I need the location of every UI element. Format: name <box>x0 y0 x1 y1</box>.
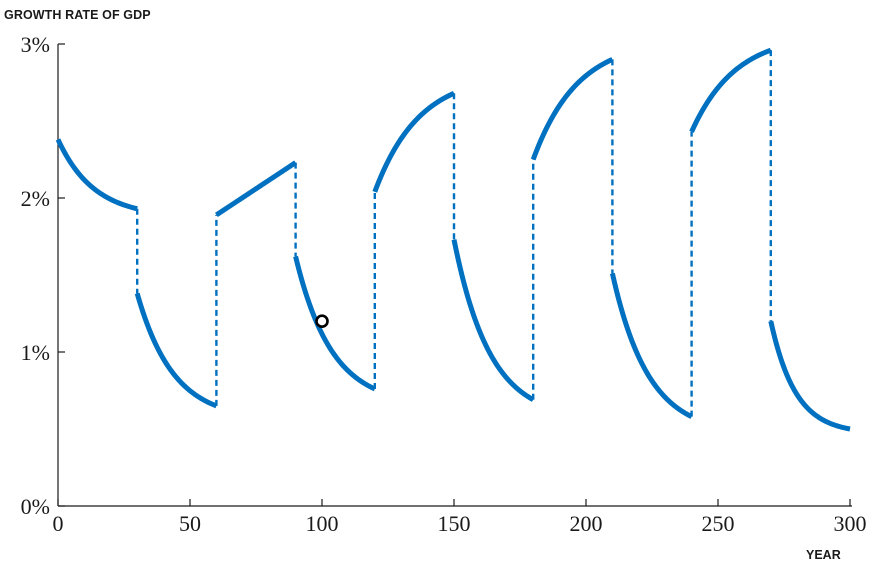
series-segment <box>55 138 138 212</box>
y-tick-label: 0% <box>21 494 50 519</box>
x-tick-label: 0 <box>53 511 64 536</box>
y-tick-label: 3% <box>21 32 50 57</box>
highlight-point-marker <box>315 314 329 329</box>
y-tick-label: 2% <box>21 186 50 211</box>
series-segment <box>134 292 218 409</box>
series-segment <box>372 91 456 193</box>
series-segment <box>530 57 614 161</box>
x-tick-label: 50 <box>179 511 201 536</box>
series-segment <box>451 239 535 402</box>
series-segment <box>215 160 297 218</box>
y-axis-title: GROWTH RATE OF GDP <box>4 8 151 22</box>
x-tick-label: 200 <box>570 511 603 536</box>
x-axis-title: YEAR <box>806 548 841 562</box>
x-tick-label: 250 <box>702 511 735 536</box>
series-segment <box>689 47 772 133</box>
series-segment <box>609 272 693 419</box>
x-tick-label: 150 <box>438 511 471 536</box>
x-tick-label: 100 <box>306 511 339 536</box>
y-tick-label: 1% <box>21 340 50 365</box>
series-segment <box>768 320 851 432</box>
x-tick-label: 300 <box>834 511 867 536</box>
series-segment <box>293 255 376 392</box>
